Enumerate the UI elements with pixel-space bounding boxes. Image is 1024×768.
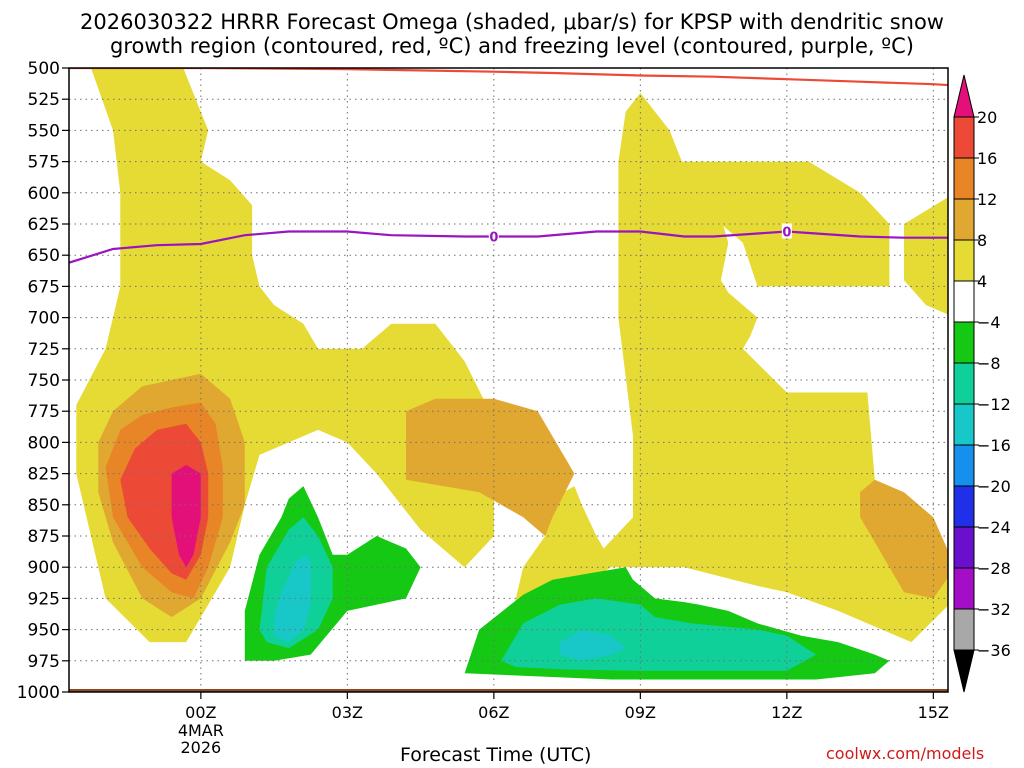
y-tick-label: 975 [28,652,60,672]
omega-region-6 [860,479,948,599]
credit-link[interactable]: coolwx.com/models [826,744,985,763]
y-tick-label: 750 [28,371,60,391]
contour-label: 0 [782,225,791,240]
grid-lines [69,68,948,692]
colorbar-swatch [953,157,975,200]
y-tick-label: 775 [28,402,60,422]
y-tick-label: 850 [28,496,60,516]
colorbar: 20 16 12 8 4 −4 −8 −12 −16 −20 −24 −28 −32 −36 [953,74,1011,693]
x-axis-label: Forecast Time (UTC) [400,744,592,766]
y-tick-label: 700 [28,309,60,329]
colorbar-swatch [953,608,975,651]
chart-title-line-1: 2026030322 HRRR Forecast Omega (shaded, … [80,10,944,34]
x-tick-sublabel: 2026 [180,738,221,757]
y-tick-label: 650 [28,246,60,266]
colorbar-swatch [953,444,975,487]
colorbar-swatch [953,403,975,446]
x-tick-label: 00Z [185,703,216,722]
y-tick-label: 900 [28,558,60,578]
y-tick-label: 575 [28,153,60,173]
y-tick-label: 800 [28,433,60,453]
y-tick-label: 950 [28,621,60,641]
colorbar-label: −32 [977,600,1011,619]
colorbar-swatch [953,321,975,364]
colorbar-swatch [953,116,975,159]
omega-region-3 [904,197,948,315]
omega-region-9 [171,464,201,568]
colorbar-label: −28 [977,559,1011,578]
y-tick-label: 600 [28,184,60,204]
y-tick-label: 525 [28,90,60,110]
omega-region-15 [559,629,626,661]
y-tick-label: 925 [28,589,60,609]
y-tick-label: 550 [28,121,60,141]
y-tick-label: 875 [28,527,60,547]
y-tick-label: 625 [28,215,60,235]
colorbar-swatch [953,239,975,282]
y-tick-label: 1000 [17,683,60,703]
colorbar-label: −12 [977,395,1011,414]
contour-label: 0 [489,230,498,245]
x-tick-label: 12Z [771,703,802,722]
colorbar-swatch [953,567,975,610]
colorbar-swatch [953,526,975,569]
x-tick-sublabel: 4MAR [178,721,224,740]
contour-label-bg [488,228,499,244]
omega-region-1 [508,93,948,643]
y-tick-label: 500 [28,59,60,79]
colorbar-label: −4 [977,313,1001,332]
y-tick-label: 675 [28,277,60,297]
x-tick-label: 09Z [625,703,656,722]
colorbar-top-triangle [953,74,975,118]
omega-region-14 [274,554,311,643]
colorbar-label: 16 [977,149,997,168]
colorbar-label: −8 [977,354,1001,373]
colorbar-label: −24 [977,518,1011,537]
omega-region-5 [406,398,575,536]
colorbar-label: 12 [977,190,997,209]
axes: 500 525 550 575 600 625 650 675 700 725 750 775 800 8… [17,59,949,757]
colorbar-label: −16 [977,436,1011,455]
colorbar-swatch [953,198,975,241]
chart-title-line-2: growth region (contoured, red, ºC) and f… [110,34,914,58]
colorbar-swatch [953,362,975,405]
colorbar-label: −36 [977,641,1011,660]
x-tick-label: 06Z [478,703,509,722]
contour-label-bg [781,223,792,239]
colorbar-label: 8 [977,231,987,250]
colorbar-swatch [953,485,975,528]
series-line-0 [69,68,948,87]
colorbar-label: 4 [977,272,987,291]
y-tick-label: 825 [28,465,60,485]
y-tick-label: 725 [28,340,60,360]
colorbar-swatch [953,280,975,323]
x-tick-label: 03Z [332,703,363,722]
colorbar-label: −20 [977,477,1011,496]
colorbar-label: 20 [977,108,997,127]
colorbar-bottom-triangle [953,649,975,693]
x-tick-label: 15Z [918,703,949,722]
